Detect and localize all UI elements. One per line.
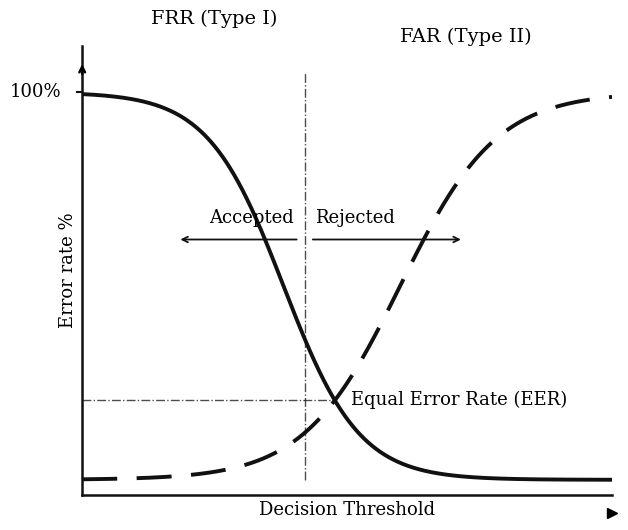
Text: Accepted: Accepted: [209, 209, 294, 227]
Text: Rejected: Rejected: [315, 209, 395, 227]
X-axis label: Decision Threshold: Decision Threshold: [259, 501, 435, 519]
Text: FAR (Type II): FAR (Type II): [400, 28, 532, 46]
Text: Equal Error Rate (EER): Equal Error Rate (EER): [350, 391, 567, 410]
Text: 100%: 100%: [9, 83, 61, 101]
Text: FRR (Type I): FRR (Type I): [151, 10, 278, 28]
Y-axis label: Error rate %: Error rate %: [58, 213, 77, 328]
